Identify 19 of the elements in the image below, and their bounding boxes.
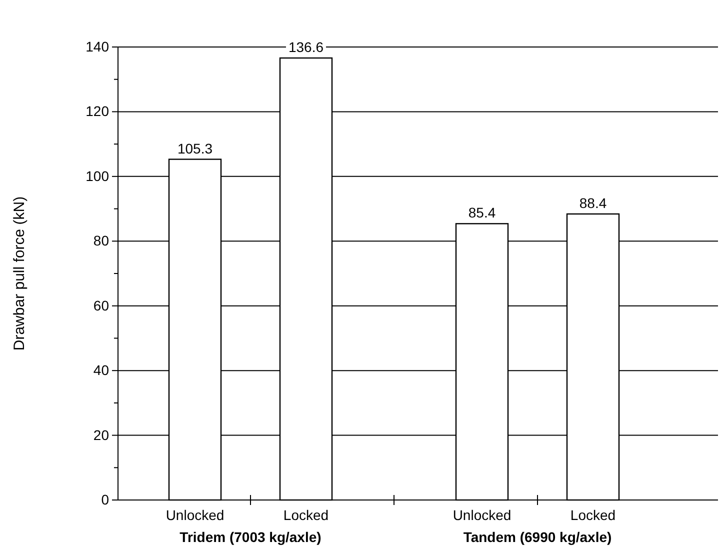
y-axis-title: Drawbar pull force (kN): [11, 196, 28, 351]
text: Tandem (6990 kg/axle): [463, 529, 612, 545]
x-tick-label: Unlocked: [452, 507, 512, 523]
y-tick-label: 80: [93, 232, 110, 249]
y-tick-label: 140: [86, 38, 110, 54]
y-tick-label: 100: [86, 168, 110, 184]
data-label: 88.4: [579, 194, 607, 211]
x-tick-label: Locked: [570, 507, 616, 523]
x-tick-label: Locked: [283, 507, 329, 523]
y-tick-label: 60: [93, 297, 110, 314]
data-label: 105.3: [177, 140, 213, 156]
y-tick-label: 0: [101, 491, 110, 508]
y-tick-label: 120: [86, 103, 110, 120]
y-tick-label: 40: [93, 362, 110, 378]
data-label: 85.4: [468, 204, 496, 221]
x-tick-label: Unlocked: [166, 507, 224, 523]
y-tick-label: 20: [93, 426, 110, 443]
data-label: 136.6: [288, 39, 324, 55]
text: Tridem (7003 kg/axle): [180, 529, 322, 545]
